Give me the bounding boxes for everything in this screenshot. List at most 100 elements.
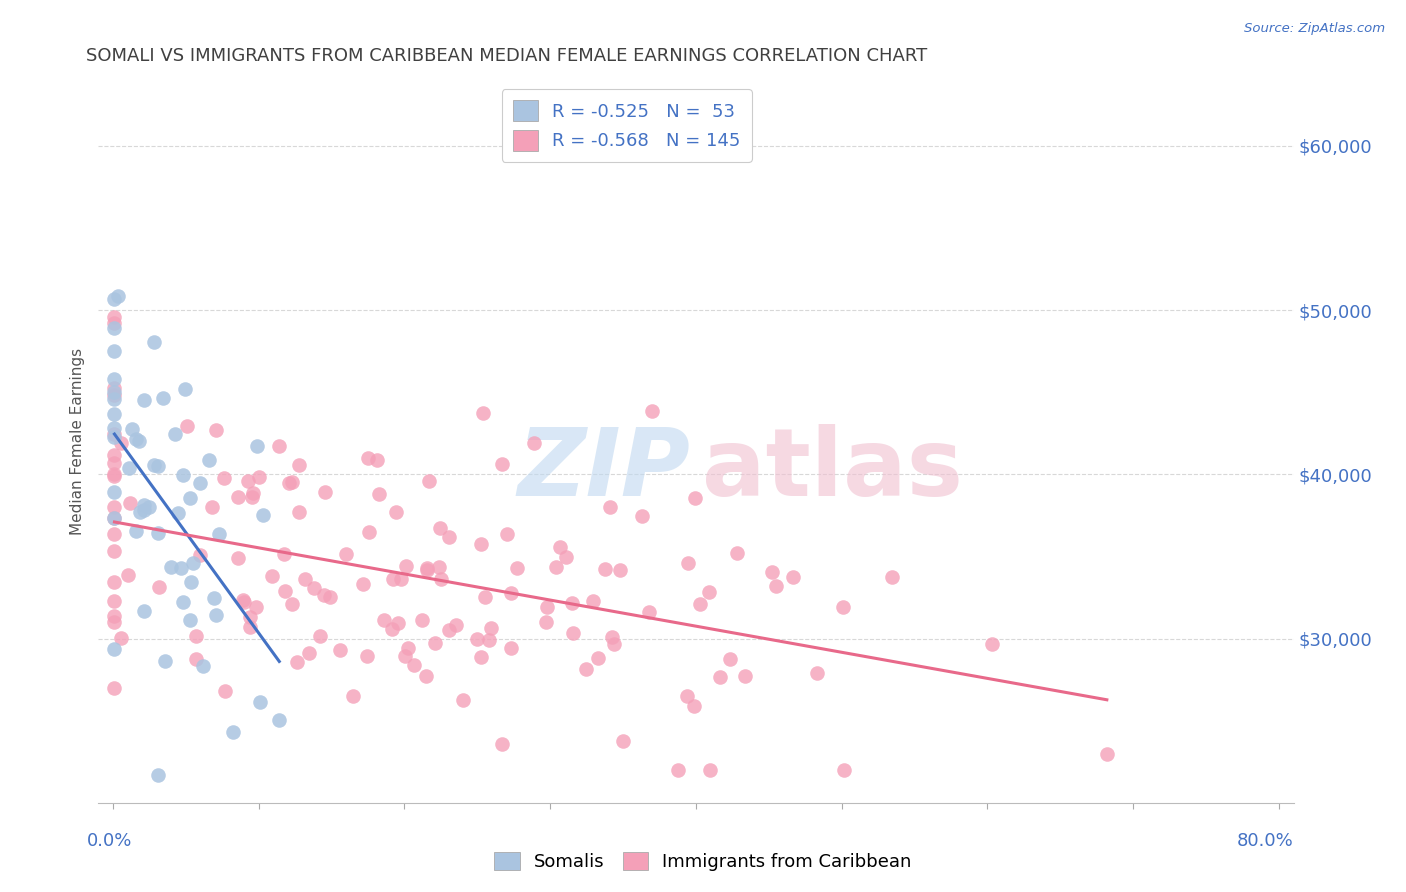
Point bbox=[832, 763, 855, 777]
Point bbox=[103, 544, 125, 558]
Point bbox=[638, 605, 661, 619]
Point bbox=[252, 508, 274, 523]
Point bbox=[465, 632, 488, 646]
Point bbox=[534, 615, 557, 629]
Point bbox=[548, 540, 571, 554]
Point bbox=[554, 549, 576, 564]
Point bbox=[205, 608, 228, 623]
Point bbox=[103, 500, 125, 514]
Point bbox=[172, 595, 194, 609]
Point bbox=[394, 559, 416, 574]
Point bbox=[718, 652, 741, 666]
Point bbox=[103, 371, 125, 385]
Point bbox=[425, 635, 447, 649]
Point bbox=[103, 316, 125, 330]
Point bbox=[391, 573, 413, 587]
Point bbox=[174, 382, 197, 396]
Point bbox=[612, 733, 634, 747]
Point bbox=[418, 474, 440, 488]
Point bbox=[314, 485, 336, 500]
Point bbox=[499, 586, 522, 600]
Text: SOMALI VS IMMIGRANTS FROM CARIBBEAN MEDIAN FEMALE EARNINGS CORRELATION CHART: SOMALI VS IMMIGRANTS FROM CARIBBEAN MEDI… bbox=[87, 47, 928, 65]
Point bbox=[281, 597, 304, 611]
Text: ZIP: ZIP bbox=[517, 425, 690, 516]
Point bbox=[709, 670, 731, 684]
Point bbox=[236, 474, 259, 488]
Point bbox=[309, 629, 332, 643]
Point bbox=[342, 689, 364, 703]
Y-axis label: Median Female Earnings: Median Female Earnings bbox=[69, 348, 84, 535]
Point bbox=[117, 567, 139, 582]
Point bbox=[416, 564, 439, 578]
Point bbox=[170, 560, 193, 574]
Point bbox=[415, 669, 437, 683]
Point bbox=[429, 521, 451, 535]
Point bbox=[128, 505, 150, 519]
Point bbox=[287, 505, 309, 519]
Point bbox=[683, 698, 706, 713]
Point bbox=[166, 506, 188, 520]
Point bbox=[165, 426, 187, 441]
Point bbox=[444, 617, 467, 632]
Point bbox=[278, 475, 301, 490]
Point bbox=[190, 548, 212, 562]
Point bbox=[134, 393, 156, 408]
Point bbox=[146, 458, 169, 473]
Point bbox=[366, 452, 388, 467]
Point bbox=[176, 419, 198, 434]
Point bbox=[153, 654, 176, 668]
Point bbox=[103, 468, 125, 483]
Point bbox=[103, 642, 125, 657]
Point bbox=[666, 763, 689, 777]
Point bbox=[110, 631, 132, 645]
Point bbox=[202, 591, 225, 605]
Point bbox=[416, 560, 439, 574]
Point bbox=[676, 556, 699, 570]
Point bbox=[427, 560, 450, 574]
Point bbox=[470, 649, 492, 664]
Point bbox=[103, 574, 125, 589]
Point bbox=[806, 665, 828, 680]
Point bbox=[603, 637, 626, 651]
Point bbox=[103, 385, 125, 400]
Point bbox=[429, 573, 451, 587]
Point bbox=[302, 582, 325, 596]
Point bbox=[212, 471, 235, 485]
Point bbox=[103, 594, 125, 608]
Point bbox=[172, 468, 194, 483]
Point bbox=[186, 629, 208, 643]
Point bbox=[685, 491, 707, 505]
Point bbox=[474, 590, 496, 604]
Point bbox=[191, 659, 214, 673]
Point bbox=[689, 597, 711, 611]
Point bbox=[699, 585, 721, 599]
Point bbox=[249, 695, 271, 709]
Point bbox=[188, 476, 211, 491]
Point bbox=[318, 590, 340, 604]
Point bbox=[222, 725, 245, 739]
Point bbox=[641, 403, 664, 417]
Point bbox=[246, 439, 269, 453]
Point bbox=[103, 526, 125, 541]
Point bbox=[143, 334, 166, 349]
Point bbox=[479, 621, 502, 635]
Point bbox=[180, 574, 202, 589]
Point bbox=[103, 344, 125, 359]
Point bbox=[103, 467, 125, 482]
Point bbox=[269, 713, 291, 727]
Point bbox=[103, 448, 125, 462]
Point bbox=[274, 583, 297, 598]
Point bbox=[226, 551, 249, 566]
Point bbox=[103, 510, 125, 524]
Point bbox=[761, 565, 783, 579]
Point bbox=[609, 563, 631, 577]
Point bbox=[287, 656, 309, 670]
Point bbox=[245, 600, 267, 615]
Legend: Somalis, Immigrants from Caribbean: Somalis, Immigrants from Caribbean bbox=[486, 845, 920, 879]
Point bbox=[298, 646, 321, 660]
Point bbox=[181, 556, 204, 570]
Point bbox=[470, 537, 492, 551]
Point bbox=[262, 568, 284, 582]
Point bbox=[491, 457, 513, 471]
Point bbox=[312, 589, 335, 603]
